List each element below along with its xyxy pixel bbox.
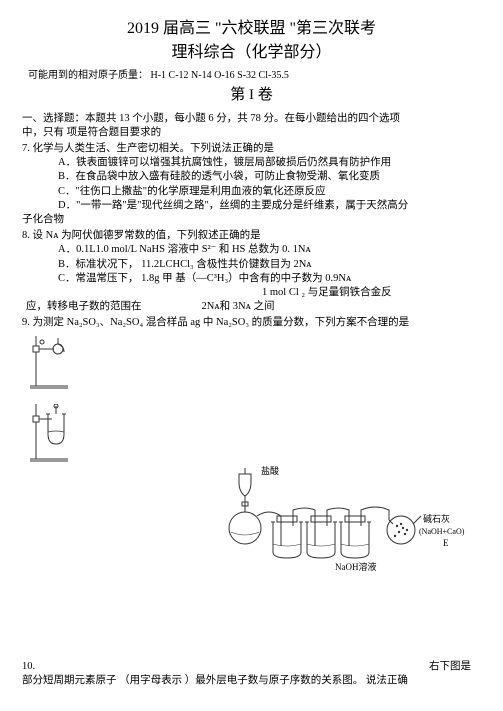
q8-option-a: A．0.1L1.0 mol/L NaHS 溶液中 S²⁻ 和 HS 总数为 0.… <box>22 243 481 257</box>
q7-option-d-line2: 子化合物 <box>22 213 481 227</box>
q7-option-a: A．铁表面镀锌可以增强其抗腐蚀性，镀层局部破损后仍然具有防护作用 <box>22 156 481 170</box>
q8-option-d-line2-left: 应，转移电子数的范围在 <box>22 300 142 314</box>
apparatus-figure: 盐酸 碱石灰 (NaOH+CaO) E NaOH溶液 <box>215 466 475 576</box>
section-instructions-line1: 一、选择题：本题共 13 个小题，每小题 6 分，共 78 分。在每小题给出的四… <box>22 112 481 126</box>
q8-option-d-line2-right: 2Nᴀ和 3Nᴀ 之间 <box>142 300 275 314</box>
exam-title-line2: 理科综合（化学部分） <box>22 42 481 64</box>
q10-right-below: 右下图是 <box>429 660 471 675</box>
figure-area: 盐酸 碱石灰 (NaOH+CaO) E NaOH溶液 <box>22 336 481 596</box>
q8-option-d-right: 1 mol Cl ₂ 与足量铜铁合金反 <box>262 286 392 300</box>
volume-heading: 第 I 卷 <box>22 85 481 106</box>
section-instructions-line2: 中，只有 项是符合题目要求的 <box>22 126 481 140</box>
q10-number: 10. <box>22 660 35 675</box>
q8-option-b: B．标准状况下， 11.2LCHCl₃ 含极性共价键数目为 2Nᴀ <box>22 258 481 272</box>
q7-stem: 7. 化学与人类生活、生产密切相关。下列说法正确的是 <box>22 142 481 156</box>
q7-option-c: C．"往伤口上撒盐"的化学原理是利用血液的氧化还原反应 <box>22 185 481 199</box>
label-jianshihui-2: (NaOH+CaO) <box>419 527 465 536</box>
q9-stem: 9. 为测定 Na₂SO₃、Na₂SO₄ 混合样品 ag 中 Na₂SO₃ 的质… <box>22 316 481 330</box>
q7-option-b: B．在食品袋中放入盛有硅胶的透气小袋，可防止食物受潮、氧化变质 <box>22 170 481 184</box>
q8-stem: 8. 设 Nᴀ 为阿伏伽德罗常数的值，下列叙述正确的是 <box>22 229 481 243</box>
atomic-masses: 可能用到的相对原子质量： H-1 C-12 N-14 O-16 S-32 Cl-… <box>22 69 481 83</box>
q10-last-line: 部分短周期元素原子 （用字母表示 ）最外层电子数与原子序数的关系图。 说法正确 <box>22 674 481 689</box>
q7-option-d-line1: D．"一带一路"是"现代丝绸之路"，丝绸的主要成分是纤维素，属于天然高分 <box>22 199 481 213</box>
q8-option-c: C．常温常压下， 1.8g 甲 基（—C³H₃）中含有的中子数为 0.9Nᴀ <box>22 272 481 286</box>
clamp-figure-2 <box>28 404 78 464</box>
exam-title-line1: 2019 届高三 "六校联盟 "第三次联考 <box>22 18 481 40</box>
clamp-figure-1 <box>28 336 78 391</box>
label-yansuan: 盐酸 <box>261 466 279 476</box>
label-e: E <box>443 538 449 548</box>
q8-option-d-spacer <box>22 286 262 300</box>
label-jianshihui-1: 碱石灰 <box>423 513 450 524</box>
label-naoh: NaOH溶液 <box>335 561 377 572</box>
